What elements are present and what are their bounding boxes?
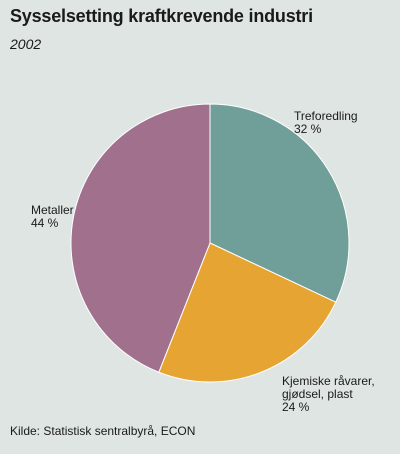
chart-source: Kilde: Statistisk sentralbyrå, ECON [10, 424, 196, 438]
slice-label-2: Metaller 44 % [31, 203, 74, 230]
chart-title: Sysselsetting kraftkrevende industri [10, 6, 313, 26]
pie-slice-0 [209, 103, 350, 303]
pie-slice-2 [70, 103, 211, 373]
slice-label-1: Kjemiske råvarer, gjødsel, plast 24 % [282, 374, 375, 414]
slice-label-0: Treforedling 32 % [294, 109, 358, 136]
chart-subtitle: 2002 [10, 36, 42, 52]
pie-slice-1 [158, 242, 337, 383]
